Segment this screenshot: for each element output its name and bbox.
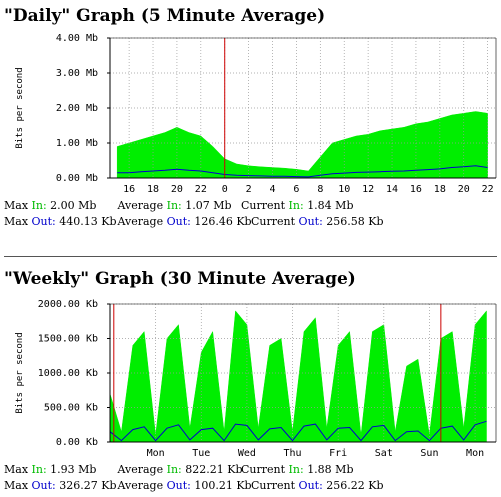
weekly-average-in-value: 822.21 Kb	[185, 463, 243, 476]
weekly-current-in-value: 1.88 Mb	[307, 463, 354, 476]
daily-average-label: Average	[117, 199, 164, 212]
weekly-xtick-label-2: Wed	[238, 448, 256, 459]
daily-current-in-label: In:	[288, 199, 304, 212]
daily-xtick-label-6: 4	[270, 184, 276, 195]
weekly-stats-out-row: Max Out: 326.27 Kb Average Out: 100.21 K…	[4, 478, 384, 494]
daily-y-axis-label: Bits per second	[15, 67, 25, 148]
daily-average-label-out: Average	[117, 215, 164, 228]
daily-current-out-value: 256.58 Kb	[326, 215, 384, 228]
daily-xtick-label-7: 6	[293, 184, 299, 195]
weekly-average-label-out: Average	[117, 479, 164, 492]
daily-average-out-label: Out:	[166, 215, 191, 228]
daily-xtick-label-14: 20	[458, 184, 470, 195]
weekly-average-out-label: Out:	[166, 479, 191, 492]
weekly-max-label: Max	[4, 463, 29, 476]
weekly-max-out-label: Out:	[31, 479, 56, 492]
daily-current-in-value: 1.84 Mb	[307, 199, 354, 212]
weekly-stats-in-row: Max In: 1.93 Mb Average In: 822.21 Kb Cu…	[4, 462, 384, 478]
daily-series-in-area	[116, 111, 488, 179]
weekly-max-out-value: 326.27 Kb	[59, 479, 117, 492]
weekly-current-label: Current	[241, 463, 286, 476]
weekly-average-in-label: In:	[166, 463, 182, 476]
daily-ytick-label-2: 2.00 Mb	[56, 103, 98, 114]
daily-xtick-label-9: 10	[338, 184, 350, 195]
daily-xtick-label-0: 16	[123, 184, 135, 195]
weekly-ytick-label-0: 0.00 Kb	[56, 437, 98, 448]
weekly-ytick-label-3: 1500.00 Kb	[38, 334, 98, 345]
weekly-chart: 0.00 Kb 500.00 Kb 1000.00 Kb 1500.00 Kb 2000…	[15, 299, 497, 459]
weekly-y-axis-label: Bits per second	[15, 332, 25, 413]
weekly-stats: Max In: 1.93 Mb Average In: 822.21 Kb Cu…	[4, 462, 384, 494]
weekly-max-in-value: 1.93 Mb	[50, 463, 97, 476]
weekly-average-out-value: 100.21 Kb	[194, 479, 252, 492]
daily-chart: 0.00 Mb 1.00 Mb 2.00 Mb 3.00 Mb 4.00 Mb 16 18 2…	[15, 33, 497, 195]
daily-stats: Max In: 2.00 Mb Average In: 1.07 Mb Curr…	[4, 198, 384, 230]
daily-series-out-line	[117, 165, 488, 178]
daily-stats-in-row: Max In: 2.00 Mb Average In: 1.07 Mb Curr…	[4, 198, 384, 214]
daily-xtick-label-13: 18	[434, 184, 446, 195]
daily-ytick-label-4: 4.00 Mb	[56, 33, 98, 44]
daily-xtick-label-2: 20	[171, 184, 183, 195]
daily-xtick-label-15: 22	[482, 184, 494, 195]
daily-ytick-label-0: 0.00 Mb	[56, 173, 98, 184]
daily-xtick-label-4: 0	[222, 184, 228, 195]
weekly-series-out-line	[109, 420, 487, 442]
daily-graph-title: "Daily" Graph (5 Minute Average)	[4, 6, 326, 26]
daily-max-label: Max	[4, 199, 29, 212]
daily-xtick-label-5: 2	[246, 184, 252, 195]
daily-max-in-value: 2.00 Mb	[50, 199, 97, 212]
daily-average-in-label: In:	[166, 199, 182, 212]
weekly-average-label: Average	[117, 463, 164, 476]
daily-xtick-label-10: 12	[362, 184, 374, 195]
daily-max-label-out: Max	[4, 215, 29, 228]
weekly-ytick-label-2: 1000.00 Kb	[38, 368, 98, 379]
weekly-max-label-out: Max	[4, 479, 29, 492]
weekly-max-in-label: In:	[31, 463, 47, 476]
section-divider	[4, 256, 497, 257]
daily-xtick-label-1: 18	[147, 184, 159, 195]
daily-max-out-label: Out:	[31, 215, 56, 228]
weekly-xtick-label-7: Mon	[466, 448, 484, 459]
daily-ytick-label-1: 1.00 Mb	[56, 138, 98, 149]
daily-xtick-label-3: 22	[195, 184, 207, 195]
weekly-xtick-label-0: Mon	[147, 448, 165, 459]
weekly-current-out-label: Out:	[298, 479, 323, 492]
daily-xtick-label-8: 8	[317, 184, 323, 195]
daily-current-label: Current	[241, 199, 286, 212]
weekly-xtick-label-6: Sun	[420, 448, 438, 459]
daily-xtick-label-12: 16	[410, 184, 422, 195]
daily-average-out-value: 126.46 Kb	[194, 215, 252, 228]
daily-current-out-label: Out:	[298, 215, 323, 228]
weekly-ytick-label-4: 2000.00 Kb	[38, 299, 98, 310]
daily-stats-out-row: Max Out: 440.13 Kb Average Out: 126.46 K…	[4, 214, 384, 230]
weekly-current-label-out: Current	[251, 479, 296, 492]
weekly-xtick-label-1: Tue	[192, 448, 210, 459]
weekly-xtick-label-4: Fri	[329, 448, 347, 459]
weekly-ytick-label-1: 500.00 Kb	[44, 403, 98, 414]
weekly-current-out-value: 256.22 Kb	[326, 479, 384, 492]
daily-max-out-value: 440.13 Kb	[59, 215, 117, 228]
daily-current-label-out: Current	[251, 215, 296, 228]
weekly-xtick-label-3: Thu	[284, 448, 302, 459]
daily-xtick-label-11: 14	[386, 184, 398, 195]
daily-max-in-label: In:	[31, 199, 47, 212]
daily-average-in-value: 1.07 Mb	[185, 199, 232, 212]
weekly-current-in-label: In:	[288, 463, 304, 476]
weekly-xtick-label-5: Sat	[375, 448, 393, 459]
daily-ytick-label-3: 3.00 Mb	[56, 68, 98, 79]
weekly-graph-title: "Weekly" Graph (30 Minute Average)	[4, 269, 356, 289]
